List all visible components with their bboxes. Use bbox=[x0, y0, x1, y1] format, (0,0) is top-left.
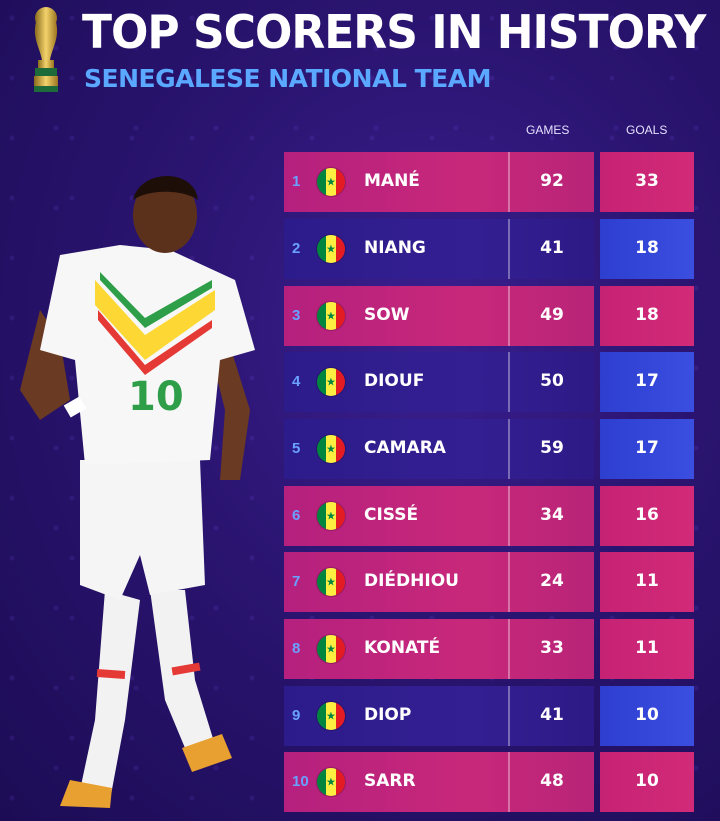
column-divider bbox=[508, 352, 510, 412]
column-divider bbox=[508, 419, 510, 479]
table-row: 17 4 ★ DIOUF 50 bbox=[284, 352, 694, 412]
senegal-flag-icon: ★ bbox=[317, 568, 345, 596]
goals-cell: 11 bbox=[600, 552, 694, 612]
player-name: DIÉDHIOU bbox=[364, 571, 459, 591]
column-divider bbox=[508, 486, 510, 546]
rank-number: 3 bbox=[292, 307, 301, 324]
goals-cell: 16 bbox=[600, 486, 694, 546]
games-value: 59 bbox=[540, 438, 564, 458]
player-name: SOW bbox=[364, 305, 410, 325]
games-value: 92 bbox=[540, 171, 564, 191]
games-column-header: GAMES bbox=[526, 123, 570, 137]
table-row: 33 1 ★ MANÉ 92 bbox=[284, 152, 694, 212]
games-value: 50 bbox=[540, 371, 564, 391]
goals-cell: 33 bbox=[600, 152, 694, 212]
column-divider bbox=[508, 552, 510, 612]
senegal-flag-icon: ★ bbox=[317, 502, 345, 530]
senegal-flag-icon: ★ bbox=[317, 768, 345, 796]
player-name: SARR bbox=[364, 771, 416, 791]
rank-number: 4 bbox=[292, 373, 301, 390]
rank-number: 7 bbox=[292, 573, 301, 590]
rank-number: 6 bbox=[292, 507, 301, 524]
senegal-flag-icon: ★ bbox=[317, 435, 345, 463]
goals-cell: 18 bbox=[600, 286, 694, 346]
column-divider bbox=[508, 219, 510, 279]
column-divider bbox=[508, 152, 510, 212]
table-row: 11 7 ★ DIÉDHIOU 24 bbox=[284, 552, 694, 612]
page-title: TOP SCORERS IN HISTORY bbox=[82, 6, 706, 60]
column-divider bbox=[508, 752, 510, 812]
goals-column-header: GOALS bbox=[626, 123, 668, 137]
rank-number: 9 bbox=[292, 707, 301, 724]
page-subtitle: SENEGALESE NATIONAL TEAM bbox=[84, 64, 491, 93]
table-row: 17 5 ★ CAMARA 59 bbox=[284, 419, 694, 479]
games-value: 48 bbox=[540, 771, 564, 791]
table-row: 18 3 ★ SOW 49 bbox=[284, 286, 694, 346]
player-illustration: 10 bbox=[20, 176, 255, 808]
games-value: 49 bbox=[540, 305, 564, 325]
rank-number: 1 bbox=[292, 173, 301, 190]
table-row: 10 10 ★ SARR 48 bbox=[284, 752, 694, 812]
table-row: 18 2 ★ NIANG 41 bbox=[284, 219, 694, 279]
goals-value: 33 bbox=[635, 171, 659, 191]
table-row: 16 6 ★ CISSÉ 34 bbox=[284, 486, 694, 546]
column-divider bbox=[508, 619, 510, 679]
table-row: 11 8 ★ KONATÉ 33 bbox=[284, 619, 694, 679]
player-name: MANÉ bbox=[364, 171, 420, 191]
senegal-flag-icon: ★ bbox=[317, 302, 345, 330]
senegal-flag-icon: ★ bbox=[317, 702, 345, 730]
rank-number: 5 bbox=[292, 440, 301, 457]
goals-cell: 11 bbox=[600, 619, 694, 679]
senegal-flag-icon: ★ bbox=[317, 635, 345, 663]
goals-value: 11 bbox=[635, 571, 659, 591]
table-row: 10 9 ★ DIOP 41 bbox=[284, 686, 694, 746]
player-name: CAMARA bbox=[364, 438, 446, 458]
world-cup-trophy-icon bbox=[34, 7, 58, 92]
player-name: DIOP bbox=[364, 705, 412, 725]
shirt-number: 10 bbox=[128, 374, 184, 420]
column-divider bbox=[508, 686, 510, 746]
goals-cell: 17 bbox=[600, 419, 694, 479]
player-name: CISSÉ bbox=[364, 505, 419, 525]
goals-value: 16 bbox=[635, 505, 659, 525]
games-value: 34 bbox=[540, 505, 564, 525]
senegal-flag-icon: ★ bbox=[317, 168, 345, 196]
rank-number: 2 bbox=[292, 240, 301, 257]
senegal-flag-icon: ★ bbox=[317, 368, 345, 396]
games-value: 24 bbox=[540, 571, 564, 591]
rank-number: 10 bbox=[292, 773, 309, 790]
senegal-flag-icon: ★ bbox=[317, 235, 345, 263]
games-value: 41 bbox=[540, 705, 564, 725]
goals-value: 10 bbox=[635, 705, 659, 725]
goals-cell: 10 bbox=[600, 686, 694, 746]
player-name: DIOUF bbox=[364, 371, 425, 391]
column-divider bbox=[508, 286, 510, 346]
goals-value: 17 bbox=[635, 438, 659, 458]
player-name: KONATÉ bbox=[364, 638, 441, 658]
goals-cell: 18 bbox=[600, 219, 694, 279]
rank-number: 8 bbox=[292, 640, 301, 657]
goals-value: 18 bbox=[635, 305, 659, 325]
goals-value: 17 bbox=[635, 371, 659, 391]
goals-cell: 10 bbox=[600, 752, 694, 812]
goals-cell: 17 bbox=[600, 352, 694, 412]
goals-value: 18 bbox=[635, 238, 659, 258]
player-name: NIANG bbox=[364, 238, 426, 258]
games-value: 41 bbox=[540, 238, 564, 258]
games-value: 33 bbox=[540, 638, 564, 658]
goals-value: 10 bbox=[635, 771, 659, 791]
goals-value: 11 bbox=[635, 638, 659, 658]
